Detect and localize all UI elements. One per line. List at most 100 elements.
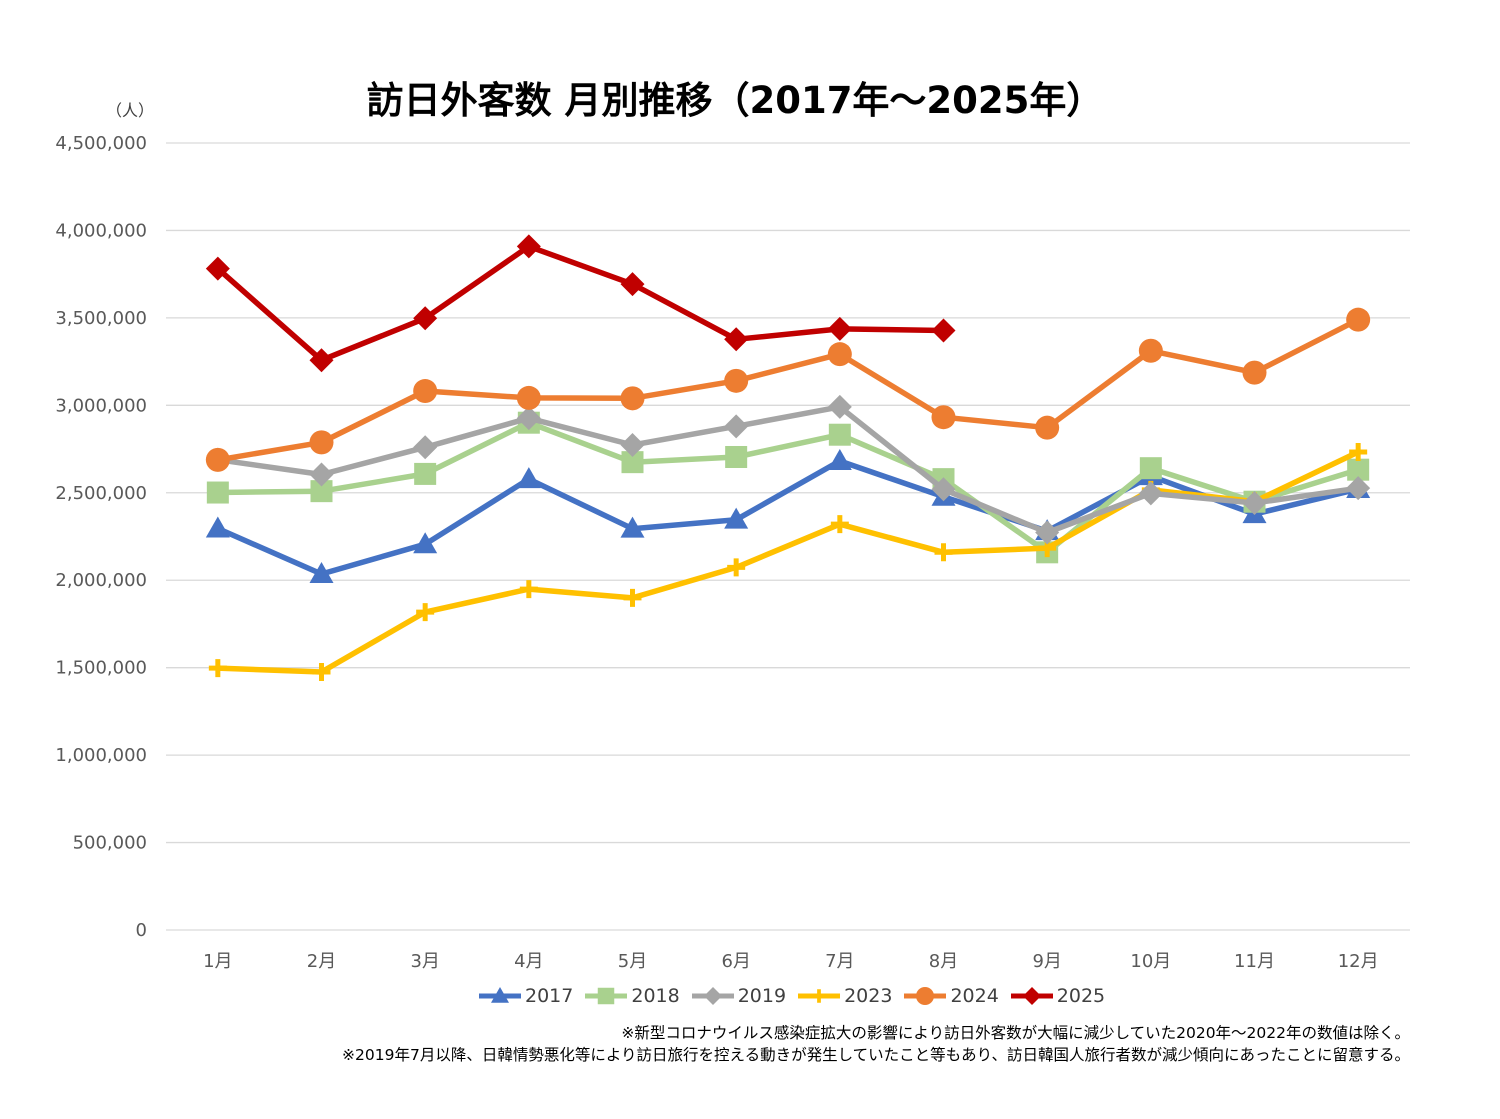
data-point (724, 327, 749, 352)
data-point (931, 477, 956, 502)
y-tick-label: 2,000,000 (55, 570, 147, 591)
data-point (598, 987, 615, 1005)
x-tick-label: 9月 (1032, 951, 1061, 972)
y-tick-label: 1,000,000 (55, 745, 147, 766)
data-point (205, 516, 230, 538)
data-point (1138, 338, 1163, 363)
data-point (1346, 307, 1371, 332)
data-point (1346, 476, 1371, 501)
series-line (215, 458, 1361, 577)
data-point (620, 386, 645, 411)
data-point (830, 515, 849, 534)
data-point (931, 405, 956, 430)
data-point (413, 379, 438, 404)
data-point (1035, 415, 1060, 440)
series-layer (205, 234, 1371, 681)
legend-label: 2018 (631, 985, 680, 1007)
data-point (621, 451, 644, 474)
data-point (1242, 491, 1267, 516)
series-line (215, 404, 1361, 536)
series-line (215, 449, 1361, 675)
data-point (516, 406, 541, 431)
data-point (620, 272, 645, 297)
y-tick-label: 2,500,000 (55, 483, 147, 504)
x-tick-label: 10月 (1130, 951, 1171, 972)
data-point (309, 561, 334, 583)
legend-label: 2025 (1056, 985, 1106, 1007)
x-axis-ticks: 1月 2月 3月 4月 5月 6月 7月 8月 9月 10月 11月 12月 (203, 951, 1379, 972)
series-2017 (205, 449, 1371, 583)
footnotes: ※新型コロナウイルス感染症拡大の影響により訪日外客数が大幅に減少していた2020… (342, 1022, 1410, 1066)
data-point (916, 987, 935, 1005)
data-point (205, 256, 230, 281)
legend: 2017 2018 2019 2023 2024 2025 (477, 983, 1115, 1009)
data-point (413, 435, 438, 460)
data-point (1139, 457, 1162, 480)
series-2019 (205, 394, 1371, 545)
data-point (516, 385, 541, 410)
y-axis-unit: （人） (106, 101, 155, 120)
y-tick-label: 0 (136, 920, 147, 941)
legend-label: 2024 (950, 985, 999, 1007)
data-point (827, 342, 852, 367)
data-point (623, 588, 642, 607)
legend-item-2017: 2017 (477, 983, 573, 1009)
x-tick-label: 11月 (1234, 951, 1275, 972)
gridlines (166, 142, 1410, 931)
data-point (620, 516, 645, 538)
x-tick-label: 4月 (514, 951, 543, 972)
y-tick-label: 4,000,000 (55, 220, 147, 241)
legend-swatch (691, 987, 734, 1005)
series-line (215, 419, 1361, 556)
data-point (1138, 481, 1163, 506)
chart-title: 訪日外客数 月別推移（2017年～2025年） (366, 79, 1104, 122)
legend-swatch (904, 987, 947, 1005)
series-2024 (205, 307, 1371, 472)
x-tick-label: 6月 (721, 951, 750, 972)
x-tick-label: 7月 (825, 951, 854, 972)
legend-label: 2019 (737, 985, 787, 1007)
data-point (414, 462, 437, 485)
series-line (215, 316, 1361, 463)
y-tick-label: 500,000 (73, 833, 147, 854)
y-tick-label: 3,000,000 (55, 395, 147, 416)
data-point (1349, 442, 1368, 461)
y-tick-label: 1,500,000 (55, 658, 147, 679)
x-tick-label: 12月 (1338, 951, 1379, 972)
data-point (724, 368, 749, 393)
data-point (827, 316, 852, 341)
data-point (703, 987, 722, 1005)
legend-swatch (1010, 987, 1053, 1005)
legend-label: 2023 (844, 985, 893, 1007)
y-tick-label: 4,500,000 (55, 133, 147, 154)
data-point (827, 449, 852, 471)
x-tick-label: 3月 (410, 951, 439, 972)
data-point (413, 306, 438, 331)
legend-swatch (585, 987, 628, 1005)
legend-label: 2017 (525, 985, 574, 1007)
series-2023 (208, 442, 1368, 681)
y-tick-label: 3,500,000 (55, 308, 147, 329)
data-point (724, 414, 749, 439)
data-point (205, 447, 230, 472)
footnote-1: ※新型コロナウイルス感染症拡大の影響により訪日外客数が大幅に減少していた2020… (621, 1024, 1410, 1042)
data-point (309, 462, 334, 487)
data-point (1035, 520, 1060, 545)
legend-item-2025: 2025 (1009, 983, 1105, 1009)
data-point (310, 480, 333, 503)
x-tick-label: 2月 (307, 951, 336, 972)
data-point (931, 318, 956, 343)
data-point (309, 348, 334, 373)
data-point (812, 989, 826, 1003)
data-point (312, 662, 331, 681)
data-point (309, 430, 334, 455)
data-point (724, 507, 749, 529)
legend-item-2018: 2018 (583, 983, 680, 1009)
data-point (1022, 987, 1041, 1005)
legend-item-2024: 2024 (902, 983, 999, 1009)
data-point (620, 433, 645, 458)
data-point (516, 234, 541, 259)
data-point (727, 558, 746, 577)
legend-item-2019: 2019 (690, 983, 786, 1009)
